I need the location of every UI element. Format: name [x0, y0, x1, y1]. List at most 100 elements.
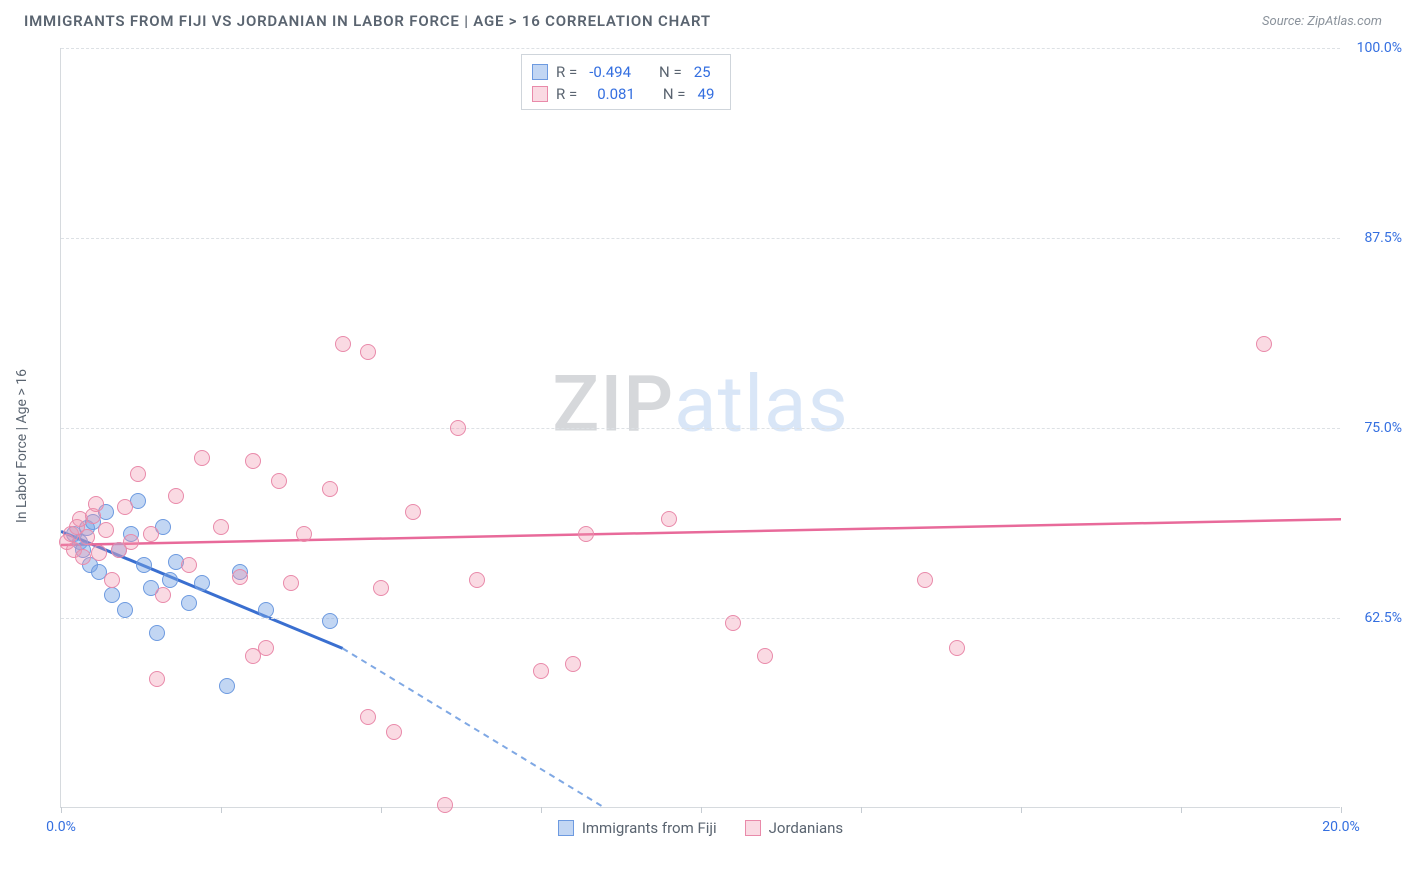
trend-line: [61, 519, 1341, 545]
grid-line: [61, 48, 1340, 49]
swatch-pink-icon: [532, 86, 548, 102]
x-tick: [1181, 807, 1182, 813]
data-point: [91, 545, 107, 561]
data-point: [98, 522, 114, 538]
data-point: [469, 572, 485, 588]
data-point: [88, 496, 104, 512]
data-point: [1256, 336, 1272, 352]
x-tick: [861, 807, 862, 813]
grid-line: [61, 238, 1340, 239]
legend-row-jordanian: R = 0.081 N = 49: [532, 83, 718, 105]
x-tick-label: 0.0%: [46, 819, 76, 835]
data-point: [949, 640, 965, 656]
trend-line: [343, 648, 605, 808]
r-label: R =: [556, 83, 577, 105]
data-point: [917, 572, 933, 588]
data-point: [75, 549, 91, 565]
y-tick-label: 100.0%: [1347, 40, 1402, 56]
data-point: [757, 648, 773, 664]
r-label: R =: [556, 61, 577, 83]
data-point: [271, 473, 287, 489]
data-point: [117, 499, 133, 515]
data-point: [245, 453, 261, 469]
data-point: [168, 488, 184, 504]
data-point: [533, 663, 549, 679]
y-tick-label: 87.5%: [1347, 230, 1402, 246]
x-tick-label: 20.0%: [1322, 819, 1360, 835]
x-tick: [61, 807, 62, 813]
data-point: [123, 534, 139, 550]
data-point: [162, 572, 178, 588]
legend-label: Jordanians: [769, 819, 844, 837]
data-point: [143, 526, 159, 542]
data-point: [322, 613, 338, 629]
watermark-right: atlas: [674, 359, 849, 450]
data-point: [296, 526, 312, 542]
x-tick: [1341, 807, 1342, 813]
grid-line: [61, 428, 1340, 429]
plot-area: ZIPatlas R = -0.494 N = 25 R = 0.081 N =…: [60, 48, 1340, 808]
data-point: [149, 625, 165, 641]
chart-source: Source: ZipAtlas.com: [1262, 14, 1382, 29]
r-value: 0.081: [585, 83, 639, 105]
data-point: [149, 671, 165, 687]
data-point: [79, 529, 95, 545]
y-tick-label: 75.0%: [1347, 420, 1402, 436]
data-point: [360, 709, 376, 725]
data-point: [219, 678, 235, 694]
r-value: -0.494: [585, 61, 635, 83]
data-point: [725, 615, 741, 631]
data-point: [181, 595, 197, 611]
data-point: [104, 572, 120, 588]
watermark: ZIPatlas: [552, 359, 849, 450]
data-point: [405, 504, 421, 520]
data-point: [578, 526, 594, 542]
data-point: [181, 557, 197, 573]
data-point: [194, 575, 210, 591]
data-point: [661, 511, 677, 527]
n-value: 25: [690, 61, 715, 83]
legend-label: Immigrants from Fiji: [582, 819, 717, 837]
data-point: [213, 519, 229, 535]
data-point: [155, 587, 171, 603]
x-tick: [1021, 807, 1022, 813]
legend-item-fiji: Immigrants from Fiji: [558, 819, 717, 837]
data-point: [565, 656, 581, 672]
data-point: [322, 481, 338, 497]
chart-title: IMMIGRANTS FROM FIJI VS JORDANIAN IN LAB…: [24, 12, 711, 30]
x-tick: [701, 807, 702, 813]
y-axis-label: In Labor Force | Age > 16: [14, 369, 30, 523]
chart-header: IMMIGRANTS FROM FIJI VS JORDANIAN IN LAB…: [0, 0, 1406, 38]
data-point: [373, 580, 389, 596]
data-point: [283, 575, 299, 591]
correlation-legend: R = -0.494 N = 25 R = 0.081 N = 49: [521, 54, 731, 110]
y-tick-label: 62.5%: [1347, 610, 1402, 626]
x-tick: [221, 807, 222, 813]
swatch-blue-icon: [558, 820, 574, 836]
legend-item-jordanian: Jordanians: [745, 819, 844, 837]
data-point: [386, 724, 402, 740]
x-tick: [541, 807, 542, 813]
data-point: [232, 569, 248, 585]
swatch-pink-icon: [745, 820, 761, 836]
n-label: N =: [663, 83, 686, 105]
legend-row-fiji: R = -0.494 N = 25: [532, 61, 718, 83]
watermark-left: ZIP: [552, 359, 674, 450]
data-point: [335, 336, 351, 352]
grid-line: [61, 618, 1340, 619]
n-value: 49: [694, 83, 719, 105]
data-point: [360, 344, 376, 360]
data-point: [258, 640, 274, 656]
data-point: [437, 797, 453, 813]
data-point: [194, 450, 210, 466]
data-point: [104, 587, 120, 603]
data-point: [258, 602, 274, 618]
swatch-blue-icon: [532, 64, 548, 80]
n-label: N =: [659, 61, 682, 83]
data-point: [117, 602, 133, 618]
x-tick: [381, 807, 382, 813]
bottom-legend: Immigrants from Fiji Jordanians: [61, 819, 1340, 837]
data-point: [136, 557, 152, 573]
chart-container: In Labor Force | Age > 16 ZIPatlas R = -…: [50, 48, 1390, 844]
data-point: [450, 420, 466, 436]
